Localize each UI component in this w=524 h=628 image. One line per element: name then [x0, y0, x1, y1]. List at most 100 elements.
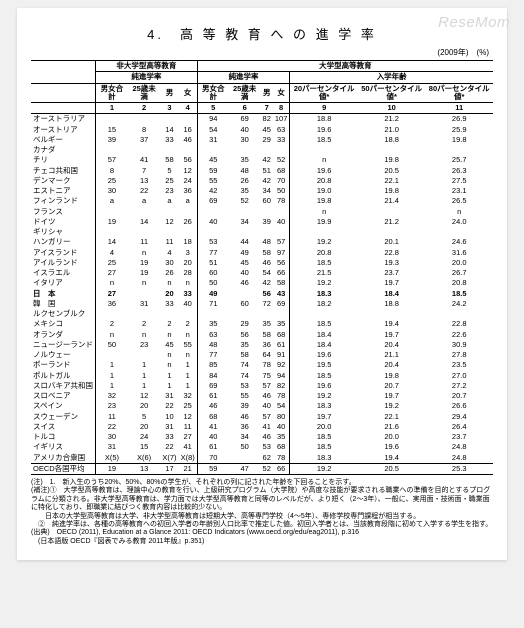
value-cell: 20.8 — [290, 176, 358, 186]
value-cell: 5 — [160, 166, 178, 176]
table-row: ポーランド11n18574789219.520.423.5 — [31, 360, 493, 370]
table-row: ポルトガル11118474759418.519.827.0 — [31, 371, 493, 381]
value-cell: 50 — [229, 442, 261, 452]
value-cell: 19.2 — [290, 391, 358, 401]
value-cell: 39 — [261, 217, 273, 227]
value-cell — [160, 145, 178, 155]
value-cell: 18.3 — [290, 453, 358, 464]
value-cell — [128, 309, 161, 319]
country-cell: スペイン — [31, 401, 96, 411]
value-cell: 20.7 — [425, 391, 493, 401]
value-cell: 18.8 — [358, 299, 426, 309]
value-cell: 16 — [179, 125, 198, 135]
value-cell: 61 — [273, 340, 290, 350]
value-cell: 26.4 — [425, 422, 493, 432]
value-cell: 20.5 — [358, 463, 426, 474]
country-cell: ギリシャ — [31, 227, 96, 237]
value-cell: 19.2 — [290, 463, 358, 474]
table-row: OECD各国平均191317215947526619.220.525.3 — [31, 463, 493, 474]
table-row: スロベニア321231326155467819.219.720.7 — [31, 391, 493, 401]
value-cell: 24.6 — [425, 237, 493, 247]
value-cell: 21.5 — [290, 268, 358, 278]
footnotes: (注) 1. 新入生のうち20%、50%、80%の学生が、それぞれの列に記された… — [31, 479, 493, 546]
value-cell: 30 — [160, 258, 178, 268]
value-cell: 22.8 — [425, 319, 493, 329]
country-cell: フランス — [31, 207, 96, 217]
country-cell: スウェーデン — [31, 412, 96, 422]
value-cell: 40 — [229, 268, 261, 278]
value-cell: 31 — [160, 422, 178, 432]
value-cell: 19.7 — [358, 391, 426, 401]
country-cell: 日 本 — [31, 289, 96, 299]
value-cell — [197, 145, 229, 155]
table-row: 日 本27203349564318.318.418.5 — [31, 289, 493, 299]
value-cell: 42 — [197, 186, 229, 196]
footnote-line: 日本の大学型高等教育は大学、非大学型高等教育は短期大学、高等専門学校（4〜5年）… — [31, 513, 493, 521]
value-cell: n — [290, 207, 358, 217]
table-row: ニュージーランド502345554835366118.420.430.9 — [31, 340, 493, 350]
value-cell: 34 — [261, 186, 273, 196]
value-cell: 8 — [96, 166, 128, 176]
value-cell: a — [160, 196, 178, 206]
value-cell: 18.2 — [290, 299, 358, 309]
table-row: フランス n n — [31, 207, 493, 217]
value-cell: 46 — [229, 412, 261, 422]
value-cell: 92 — [273, 360, 290, 370]
value-cell: 1 — [128, 371, 161, 381]
value-cell: 31 — [128, 299, 161, 309]
value-cell: 19.7 — [290, 412, 358, 422]
value-cell: 31 — [160, 391, 178, 401]
value-cell: 31 — [197, 135, 229, 145]
value-cell — [273, 207, 290, 217]
value-cell: 53 — [261, 442, 273, 452]
document-page: 4. 高 等 教 育 へ の 進 学 率 (2009年) (%) 非大学型高等教… — [17, 8, 507, 560]
value-cell: 2 — [160, 319, 178, 329]
table-row: 韓 国363133407160726918.218.824.2 — [31, 299, 493, 309]
value-cell: 19.6 — [290, 125, 358, 135]
unit-label: (2009年) (%) — [31, 47, 489, 58]
value-cell: 18.5 — [290, 371, 358, 381]
value-cell: 15 — [96, 125, 128, 135]
value-cell: 34 — [229, 432, 261, 442]
value-cell: 68 — [273, 330, 290, 340]
value-cell: 40 — [179, 299, 198, 309]
value-cell — [179, 309, 198, 319]
value-cell: 68 — [273, 166, 290, 176]
value-cell — [358, 309, 426, 319]
value-cell: 53 — [229, 381, 261, 391]
value-cell: 24 — [179, 176, 198, 186]
table-row: スウェーデン11510126846578019.722.129.4 — [31, 412, 493, 422]
value-cell: 58 — [160, 155, 178, 165]
value-cell: n — [179, 278, 198, 288]
value-cell: 69 — [229, 114, 261, 125]
value-cell — [160, 207, 178, 217]
value-cell: 3 — [179, 248, 198, 258]
value-cell — [425, 145, 493, 155]
country-cell: ニュージーランド — [31, 340, 96, 350]
value-cell — [290, 145, 358, 155]
value-cell — [290, 227, 358, 237]
country-cell: OECD各国平均 — [31, 463, 96, 474]
value-cell: 19.9 — [290, 217, 358, 227]
value-cell: 40 — [197, 217, 229, 227]
value-cell: 55 — [229, 391, 261, 401]
value-cell: 40 — [261, 401, 273, 411]
value-cell: 42 — [261, 278, 273, 288]
value-cell — [229, 227, 261, 237]
value-cell: n — [425, 207, 493, 217]
value-cell: 21 — [179, 463, 198, 474]
country-cell: アイルランド — [31, 258, 96, 268]
value-cell: 23.7 — [425, 432, 493, 442]
value-cell: 23.1 — [425, 186, 493, 196]
value-cell: 59 — [197, 166, 229, 176]
value-cell: 24.0 — [425, 217, 493, 227]
value-cell: 30 — [229, 135, 261, 145]
value-cell: 46 — [261, 258, 273, 268]
country-cell: ポーランド — [31, 360, 96, 370]
value-cell: 36 — [179, 186, 198, 196]
value-cell: 45 — [261, 125, 273, 135]
value-cell: 19.7 — [358, 330, 426, 340]
value-cell: X(8) — [179, 453, 198, 464]
value-cell: 58 — [261, 330, 273, 340]
value-cell: 27 — [179, 432, 198, 442]
